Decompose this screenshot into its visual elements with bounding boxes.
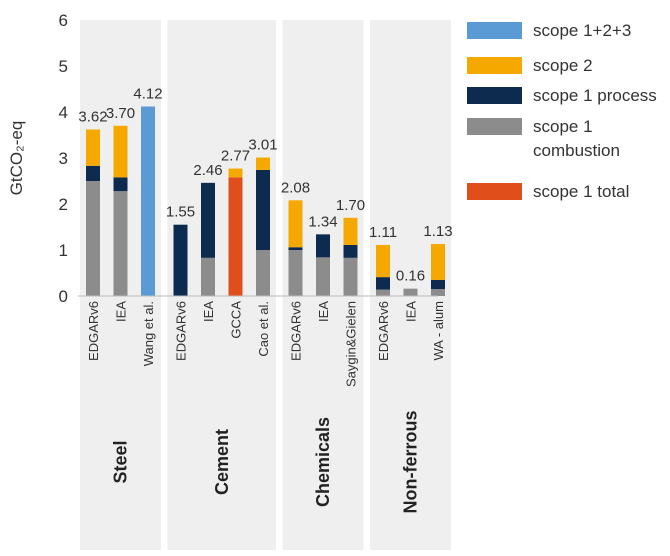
- bar-segment-combustion: [343, 257, 358, 296]
- bar-segment-scope2: [228, 168, 243, 178]
- bar-segment-process: [201, 182, 215, 258]
- bar-segment-scope2: [343, 217, 358, 245]
- bar-total-label: 2.08: [281, 179, 310, 196]
- legend-label: scope 1 combustion: [533, 117, 620, 160]
- category-label: IEA: [316, 301, 331, 322]
- legend-swatch-combustion: [467, 118, 522, 135]
- bar-segment-scope2: [288, 200, 303, 248]
- legend-label: scope 1 process: [533, 86, 657, 105]
- bar-segment-combustion: [113, 191, 128, 296]
- category-label: IEA: [404, 301, 419, 322]
- group-label: Steel: [111, 440, 131, 483]
- bar-total-label: 2.77: [221, 148, 250, 165]
- legend-label: scope 1 total: [533, 182, 629, 201]
- bar-segment-process: [343, 244, 358, 258]
- category-label: EDGARv6: [376, 301, 391, 361]
- group-label: Chemicals: [313, 417, 333, 507]
- category-label: IEA: [201, 301, 216, 322]
- bar-total-label: 0.16: [396, 268, 425, 285]
- bar-total-label: 1.34: [308, 213, 337, 230]
- bar-total-label: 2.46: [193, 162, 222, 179]
- bar-segment-scope123: [141, 106, 155, 296]
- y-tick-label: 0: [59, 287, 68, 306]
- bar-segment-scope2: [376, 244, 390, 278]
- group-label: Cement: [212, 429, 232, 495]
- category-label: WA - alum: [431, 301, 446, 360]
- bar-segment-process: [256, 169, 270, 250]
- bar-segment-scope2: [113, 125, 128, 178]
- legend: scope 1+2+3 scope 2 scope 1 process scope 1…: [467, 21, 657, 201]
- legend-swatch-scope2: [467, 57, 522, 74]
- y-tick-label: 1: [59, 241, 68, 260]
- y-tick-label: 6: [59, 11, 68, 30]
- bar-total-label: 3.62: [78, 108, 107, 125]
- bar-segment-process: [288, 247, 303, 250]
- bar-segment-process: [173, 224, 188, 296]
- category-label: EDGARv6: [174, 301, 189, 361]
- bar-total-label: 1.55: [166, 204, 195, 221]
- bar-segment-combustion: [86, 181, 100, 296]
- legend-swatch-process: [467, 87, 522, 104]
- bar-segment-combustion: [256, 250, 270, 296]
- bar-segment-combustion: [316, 257, 330, 296]
- bar-total-label: 3.01: [248, 137, 277, 154]
- legend-label: scope 2: [533, 56, 593, 75]
- bar-segment-combustion: [288, 250, 303, 296]
- bar-segment-scope2: [86, 129, 100, 166]
- category-label: EDGARv6: [86, 301, 101, 361]
- category-label: Saygin&Gielen: [344, 301, 359, 387]
- group-label: Non-ferrous: [401, 411, 421, 514]
- bar-segment-process: [86, 165, 100, 181]
- bar-segment-combustion: [201, 257, 215, 296]
- bar-total-label: 1.13: [423, 223, 452, 240]
- category-label: EDGARv6: [289, 301, 304, 361]
- bar-segment-combustion: [403, 288, 418, 296]
- y-tick-label: 2: [59, 195, 68, 214]
- bar-segment-scope2: [431, 244, 445, 280]
- bar-segment-scope2: [256, 157, 270, 170]
- bar-total-label: 1.70: [336, 197, 365, 214]
- bar-segment-combustion: [376, 289, 390, 296]
- y-tick-label: 3: [59, 149, 68, 168]
- y-tick-label: 4: [59, 103, 68, 122]
- legend-label: scope 1+2+3: [533, 21, 631, 40]
- bar-segment-process: [316, 234, 330, 258]
- bar-total-label: 1.11: [369, 224, 397, 241]
- bar-total-label: 3.70: [106, 105, 135, 122]
- category-label: Wang et al.: [141, 301, 156, 366]
- category-label: IEA: [114, 301, 129, 322]
- y-axis-title: GtCO₂-eq: [7, 121, 26, 196]
- category-label: GCCA: [229, 301, 244, 339]
- legend-swatch-total: [467, 183, 522, 200]
- bar-segment-combustion: [431, 289, 445, 296]
- bar-total-label: 4.12: [133, 85, 162, 102]
- y-axis: 0 1 2 3 4 5 6 GtCO₂-eq: [7, 11, 438, 306]
- bar-segment-total: [228, 177, 243, 296]
- category-label: Cao et al.: [256, 301, 271, 357]
- y-tick-label: 5: [59, 57, 68, 76]
- legend-swatch-scope123: [467, 22, 522, 39]
- bar-segment-process: [431, 279, 445, 290]
- bar-segment-process: [113, 177, 128, 192]
- labels: Steel 3.62 EDGARv6 3.70 IEA 4.12 Wang et al. Ce…: [78, 85, 452, 513]
- bars: [86, 106, 445, 296]
- bar-segment-process: [376, 277, 390, 290]
